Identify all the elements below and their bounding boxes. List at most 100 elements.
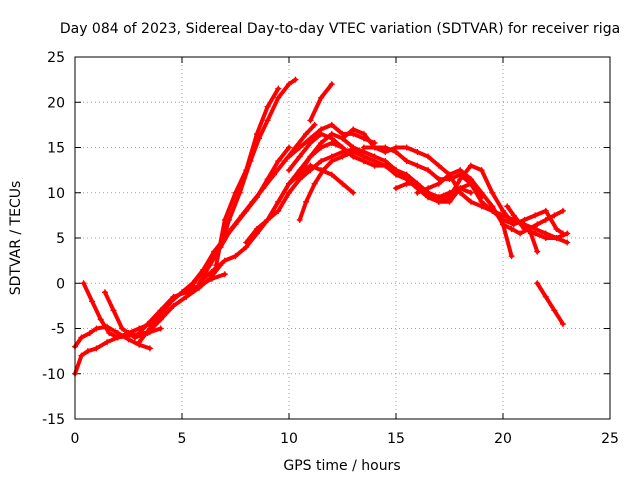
data-point xyxy=(318,126,325,133)
data-point xyxy=(168,298,175,305)
y-tick-label: -5 xyxy=(51,322,65,338)
data-point xyxy=(551,307,558,314)
series-trace xyxy=(299,131,484,204)
chart-title: Day 084 of 2023, Sidereal Day-to-day VTE… xyxy=(60,21,620,37)
data-point xyxy=(249,198,256,205)
series-arc-23 xyxy=(504,203,571,241)
data-point xyxy=(286,153,292,160)
data-point xyxy=(446,171,453,178)
data-point xyxy=(264,117,271,124)
data-point xyxy=(125,336,132,343)
series-arc-25 xyxy=(521,221,541,255)
series-trace xyxy=(287,131,473,200)
data-point xyxy=(542,216,549,223)
data-point xyxy=(457,176,464,183)
y-tick-label: 0 xyxy=(56,276,65,292)
data-point xyxy=(208,275,215,282)
data-point xyxy=(307,153,314,160)
data-point xyxy=(489,189,496,196)
data-point xyxy=(146,345,153,352)
data-point xyxy=(206,262,213,269)
series-arc-21 xyxy=(393,162,517,228)
data-point xyxy=(311,121,318,128)
data-point xyxy=(144,320,151,327)
data-point xyxy=(253,225,260,232)
data-point xyxy=(534,280,541,287)
data-point xyxy=(510,212,517,219)
data-point xyxy=(307,135,314,142)
data-point xyxy=(371,153,378,160)
data-point xyxy=(339,180,346,187)
y-tick-label: 25 xyxy=(47,50,65,66)
data-point xyxy=(446,194,453,201)
x-tick-label: 10 xyxy=(280,431,298,447)
data-point xyxy=(328,135,335,142)
plot-frame xyxy=(74,56,611,420)
data-point xyxy=(104,339,111,346)
data-point xyxy=(236,189,243,196)
data-point xyxy=(114,334,121,341)
data-point xyxy=(80,280,87,287)
data-point xyxy=(542,293,549,300)
data-point xyxy=(275,85,282,92)
data-point xyxy=(247,158,254,165)
y-tick-label: 20 xyxy=(47,95,65,111)
data-point xyxy=(243,239,250,246)
y-tick-label: 15 xyxy=(47,141,65,157)
data-point xyxy=(414,189,421,196)
data-point xyxy=(328,158,335,165)
data-point xyxy=(286,189,292,196)
data-point xyxy=(435,180,442,187)
data-point xyxy=(350,144,357,151)
data-point xyxy=(542,207,549,214)
series-arc-26 xyxy=(534,280,566,327)
data-point xyxy=(146,325,153,332)
data-point xyxy=(281,158,288,165)
data-point xyxy=(527,230,534,237)
data-point xyxy=(196,280,203,287)
data-point xyxy=(534,248,541,255)
data-point xyxy=(414,180,421,187)
axis-tick-labels: 0 5 10 15 20 25 -15 -10 -5 0 5 10 15 20 25 xyxy=(42,50,619,447)
data-point xyxy=(84,348,91,355)
data-point xyxy=(78,352,85,359)
data-point xyxy=(510,221,517,228)
y-tick-label: -15 xyxy=(42,412,65,428)
data-point xyxy=(286,144,292,151)
data-point xyxy=(328,121,335,128)
y-axis-label: SDTVAR / TECUs xyxy=(8,181,24,296)
data-point xyxy=(238,212,245,219)
data-point xyxy=(478,167,485,174)
grid-lines xyxy=(75,57,610,419)
x-tick-label: 5 xyxy=(178,431,187,447)
data-point xyxy=(256,135,263,142)
y-tick-label: -10 xyxy=(42,367,65,383)
data-point xyxy=(467,189,474,196)
data-point xyxy=(467,198,474,205)
data-point xyxy=(179,289,185,296)
data-point xyxy=(371,162,378,169)
data-point xyxy=(553,225,560,232)
x-tick-label: 20 xyxy=(494,431,512,447)
data-point xyxy=(467,162,474,169)
data-point xyxy=(264,216,271,223)
data-point xyxy=(517,230,524,237)
data-point xyxy=(311,180,318,187)
series-trace xyxy=(415,168,514,259)
data-point xyxy=(296,216,303,223)
data-point xyxy=(86,330,93,337)
data-point xyxy=(553,235,560,241)
data-point xyxy=(508,225,515,232)
data-point xyxy=(382,162,389,169)
data-point xyxy=(78,334,85,341)
data-point xyxy=(89,298,96,305)
data-point xyxy=(119,325,126,332)
y-tick-label: 5 xyxy=(56,231,65,247)
data-point xyxy=(559,320,566,327)
data-point xyxy=(350,153,357,160)
data-point xyxy=(360,130,367,137)
data-point xyxy=(393,144,399,151)
data-point xyxy=(328,171,335,178)
data-point xyxy=(110,307,117,314)
data-point xyxy=(551,212,558,219)
